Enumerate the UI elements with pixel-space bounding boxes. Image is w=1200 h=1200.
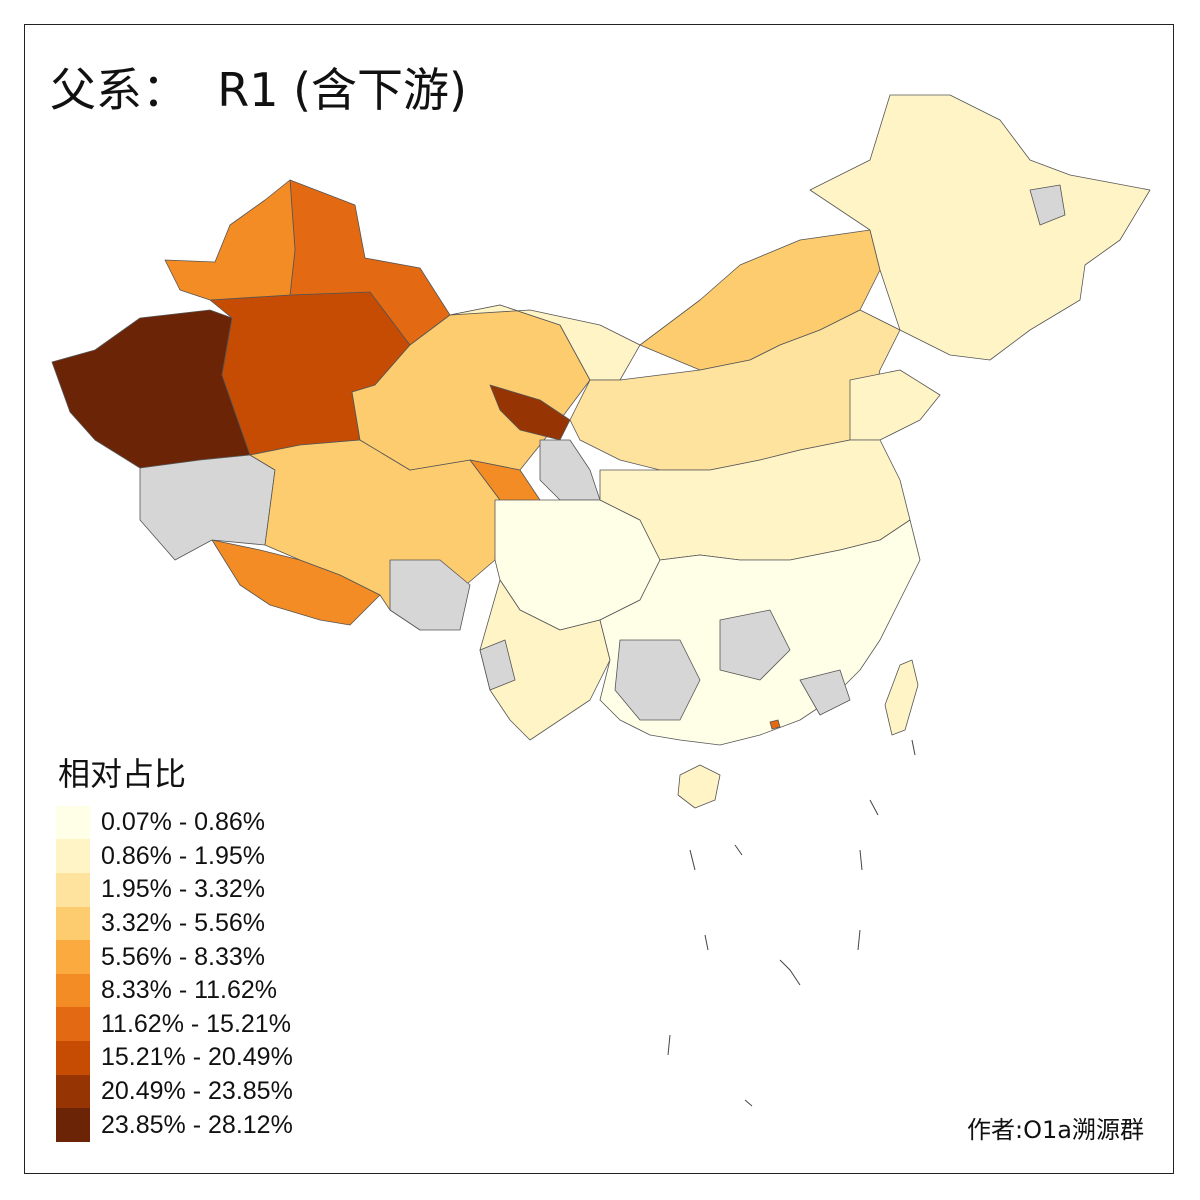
region-tibet-west-nodata (139, 454, 276, 561)
legend-item: 1.95% - 3.32% (56, 872, 293, 907)
region-taiwan (884, 659, 919, 736)
region-hainan (677, 764, 721, 809)
legend-item: 3.32% - 5.56% (56, 906, 293, 941)
legend-label: 0.86% - 1.95% (101, 841, 265, 870)
region-south-nodata-1 (614, 639, 701, 721)
legend-swatch (56, 906, 90, 941)
legend-swatch (56, 1074, 90, 1109)
legend-item: 23.85% - 28.12% (56, 1108, 293, 1143)
legend-item: 11.62% - 15.21% (56, 1007, 293, 1042)
legend-swatch (56, 1108, 90, 1143)
legend-item: 15.21% - 20.49% (56, 1040, 293, 1075)
legend-label: 15.21% - 20.49% (101, 1043, 293, 1072)
legend-item: 0.86% - 1.95% (56, 839, 293, 874)
legend-swatch (56, 872, 90, 907)
region-shandong (849, 369, 941, 441)
legend-label: 8.33% - 11.62% (101, 976, 278, 1005)
legend-item: 5.56% - 8.33% (56, 940, 293, 975)
map-title: 父系： R1 (含下游) (50, 63, 467, 117)
region-sichuan-nodata (539, 439, 601, 501)
legend-label: 23.85% - 28.12% (101, 1110, 293, 1139)
author-credit: 作者:O1a溯源群 (967, 1116, 1144, 1144)
legend-swatch (56, 973, 90, 1008)
legend-title: 相对占比 (58, 755, 187, 793)
legend-item: 8.33% - 11.62% (56, 973, 293, 1008)
legend-swatch (56, 805, 90, 840)
legend-swatch (56, 1007, 90, 1042)
region-southwest-tibet (211, 539, 381, 626)
legend-label: 11.62% - 15.21% (101, 1009, 291, 1038)
region-northeast-nodata (1029, 184, 1066, 226)
region-south-nodata-3 (799, 669, 851, 716)
legend-label: 1.95% - 3.32% (101, 875, 265, 904)
region-tibet-east-nodata (389, 559, 471, 631)
legend-swatch (56, 940, 90, 975)
region-south-nodata-2 (719, 609, 791, 681)
legend: 相对占比 0.07% - 0.86% 0.86% - 1.95% 1.95% - 3… (56, 752, 293, 1143)
legend-item: 20.49% - 23.85% (56, 1074, 293, 1109)
legend-item: 0.07% - 0.86% (56, 805, 293, 840)
region-north-xinjiang (164, 179, 296, 301)
region-hk-speck (769, 719, 781, 730)
south-sea-islands (667, 739, 916, 1107)
legend-label: 20.49% - 23.85% (101, 1077, 293, 1106)
legend-swatch (56, 839, 90, 874)
region-yunnan-nodata (479, 639, 516, 691)
legend-label: 0.07% - 0.86% (101, 808, 265, 837)
legend-swatch (56, 1040, 90, 1075)
region-northeast (809, 94, 1151, 361)
legend-items: 0.07% - 0.86% 0.86% - 1.95% 1.95% - 3.32% 3… (56, 805, 293, 1143)
legend-label: 5.56% - 8.33% (101, 942, 265, 971)
region-west-xinjiang (51, 309, 251, 476)
legend-label: 3.32% - 5.56% (101, 909, 265, 938)
